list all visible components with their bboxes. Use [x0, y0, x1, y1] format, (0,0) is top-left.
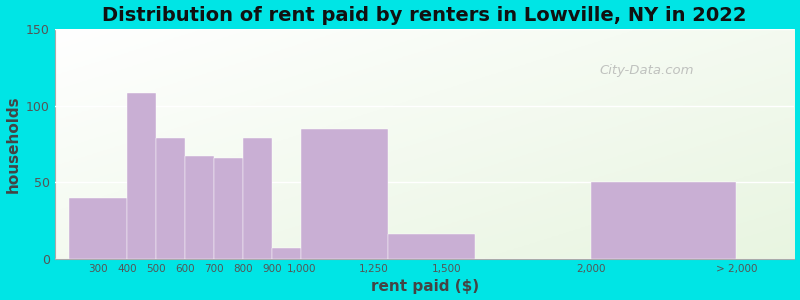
Bar	[302, 129, 388, 259]
Bar	[156, 138, 186, 259]
Bar	[272, 248, 302, 259]
Bar	[388, 235, 475, 259]
Bar	[591, 182, 737, 259]
Bar	[243, 138, 272, 259]
Bar	[70, 198, 127, 259]
Bar	[214, 158, 243, 259]
Text: City-Data.com: City-Data.com	[599, 64, 694, 77]
X-axis label: rent paid ($): rent paid ($)	[370, 279, 478, 294]
Title: Distribution of rent paid by renters in Lowville, NY in 2022: Distribution of rent paid by renters in …	[102, 6, 747, 25]
Bar	[186, 156, 214, 259]
Bar	[127, 93, 156, 259]
Y-axis label: households: households	[6, 95, 21, 193]
